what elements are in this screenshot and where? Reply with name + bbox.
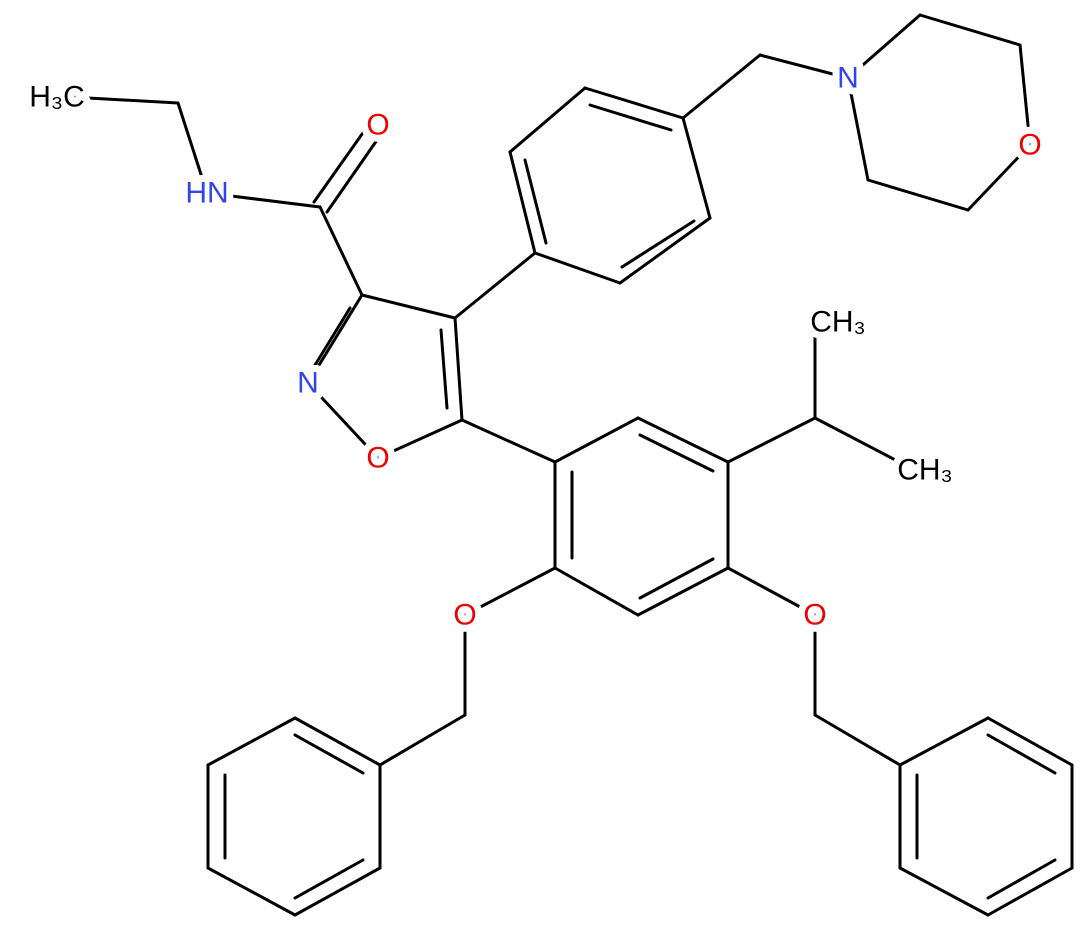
- atom-label: CH₃: [810, 306, 866, 339]
- atom-label: N: [837, 62, 859, 95]
- atom-label: CH₃: [897, 454, 953, 487]
- atom-label: O: [366, 109, 389, 142]
- bonds: [68, 13, 1074, 917]
- atom-label: O: [453, 599, 476, 632]
- atom-label: HN: [185, 177, 228, 210]
- atom-label: O: [1018, 129, 1041, 162]
- atom-labels: H₃C HN O N O N O CH₃ CH₃ O O: [22, 55, 1048, 639]
- atom-label: O: [803, 599, 826, 632]
- atom-label: O: [366, 442, 389, 475]
- atom-label: N: [297, 367, 319, 400]
- atom-label: H₃C: [29, 81, 85, 114]
